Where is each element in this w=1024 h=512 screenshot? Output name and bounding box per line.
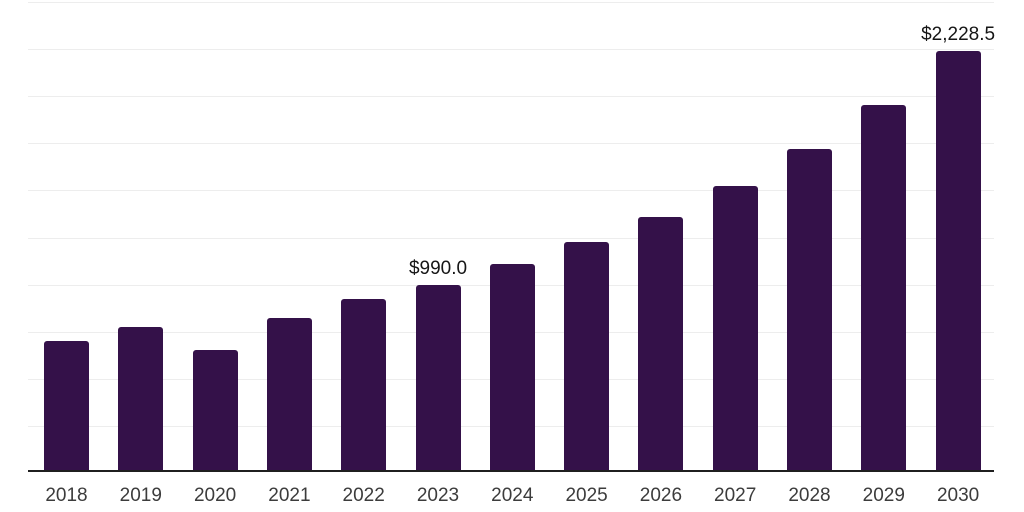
bar-2019[interactable] [118,326,164,471]
data-label-2023: $990.0 [408,257,468,279]
x-tick-label-2019: 2019 [119,485,162,506]
x-tick-label-2018: 2018 [45,485,88,506]
bar-2026[interactable] [638,216,684,471]
bar-2023[interactable] [415,284,461,471]
gridline [28,237,994,239]
bar-2020[interactable] [192,350,238,471]
x-tick-label-2025: 2025 [565,485,608,506]
x-tick-label-2023: 2023 [416,485,460,506]
x-tick-label-2027: 2027 [714,485,757,506]
x-tick-label-2022: 2022 [342,485,385,506]
x-tick-label-2024: 2024 [491,485,534,506]
bar-2025[interactable] [564,242,610,471]
bar-2027[interactable] [712,185,758,471]
gridline [28,190,994,192]
data-label-2030: $2,228.5 [921,24,996,46]
gridline [28,143,994,145]
x-tick-label-2026: 2026 [639,485,683,506]
bar-2022[interactable] [341,298,387,471]
x-tick-label-2028: 2028 [788,485,831,506]
x-axis-line [28,470,994,472]
gridline [28,2,994,3]
bar-2028[interactable] [787,148,832,471]
bar-2029[interactable] [861,104,907,471]
bar-2021[interactable] [266,318,312,471]
x-tick-label-2029: 2029 [862,485,905,506]
bar-2024[interactable] [489,263,535,471]
x-tick-label-2020: 2020 [193,485,237,506]
bar-2030[interactable] [935,51,981,471]
gridline [28,49,994,51]
x-tick-label-2021: 2021 [268,485,311,506]
bar-2018[interactable] [44,341,89,471]
x-tick-label-2030: 2030 [936,485,980,506]
gridline [28,96,994,98]
